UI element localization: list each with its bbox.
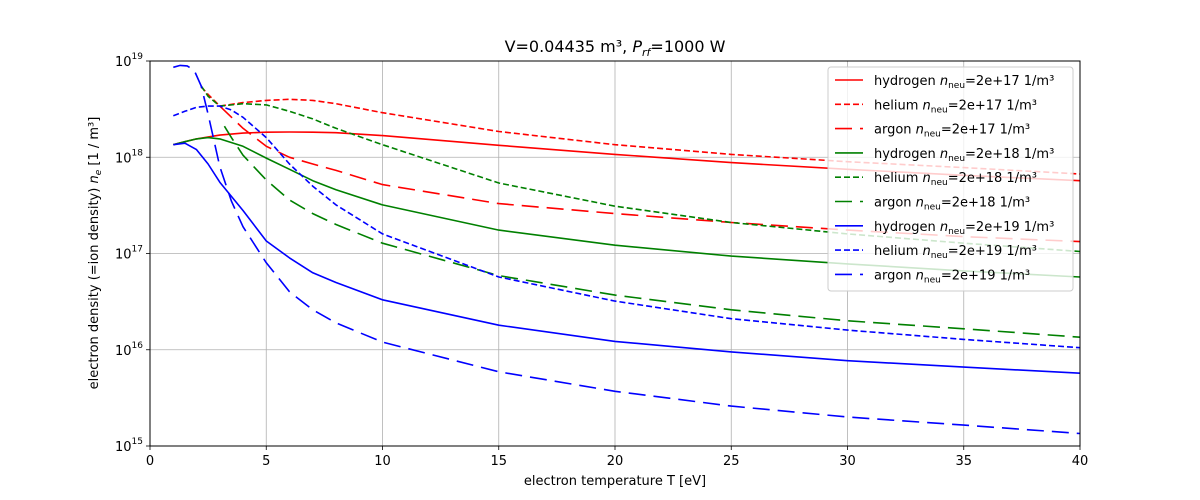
x-tick-label: 30	[839, 454, 856, 469]
x-axis: 0 5 10 15 20 25 30 35 40	[146, 446, 1088, 469]
legend-label: argon nneu=2e+17 1/m³	[874, 123, 1030, 140]
legend-frame	[827, 66, 1074, 292]
x-tick-label: 25	[723, 454, 740, 469]
legend-label: helium nneu=2e+19 1/m³	[874, 244, 1037, 261]
legend-label: helium nneu=2e+17 1/m³	[874, 98, 1037, 115]
legend-label: hydrogen nneu=2e+19 1/m³	[874, 220, 1054, 237]
x-tick-label: 40	[1072, 454, 1089, 469]
series-line-8	[173, 105, 1080, 349]
legend-label: argon nneu=2e+19 1/m³	[874, 268, 1030, 285]
x-tick-label: 35	[955, 454, 972, 469]
chart-title: V=0.04435 m³, Prf=1000 W	[505, 37, 726, 59]
legend-label: helium nneu=2e+18 1/m³	[874, 171, 1037, 188]
legend-label: hydrogen nneu=2e+17 1/m³	[874, 74, 1054, 91]
x-axis-label: electron temperature T [eV]	[524, 474, 706, 489]
y-tick-label: 1015	[115, 437, 143, 455]
series-line-5	[200, 85, 1080, 253]
legend-label: hydrogen nneu=2e+18 1/m³	[874, 147, 1054, 164]
y-tick-label: 1019	[115, 52, 143, 70]
series-line-9	[173, 64, 1080, 435]
x-tick-label: 15	[490, 454, 507, 469]
series-line-6	[223, 125, 1080, 338]
series-layer	[173, 64, 1080, 435]
x-tick-label: 5	[262, 454, 270, 469]
x-tick-label: 20	[607, 454, 624, 469]
legend-label: argon nneu=2e+18 1/m³	[874, 196, 1030, 213]
series-line-4	[173, 136, 1080, 278]
x-tick-label: 10	[374, 454, 391, 469]
y-axis: 1015 1016 1017 1018 1019	[115, 52, 150, 455]
legend: hydrogen nneu=2e+17 1/m³ helium nneu=2e+1…	[827, 66, 1074, 292]
y-tick-label: 1017	[115, 245, 143, 263]
y-tick-label: 1016	[115, 341, 143, 359]
y-tick-label: 1018	[115, 148, 143, 166]
y-axis-label: electron density (=ion density) ne [1 / …	[87, 117, 104, 390]
x-tick-label: 0	[146, 454, 154, 469]
series-line-7	[173, 142, 1080, 374]
